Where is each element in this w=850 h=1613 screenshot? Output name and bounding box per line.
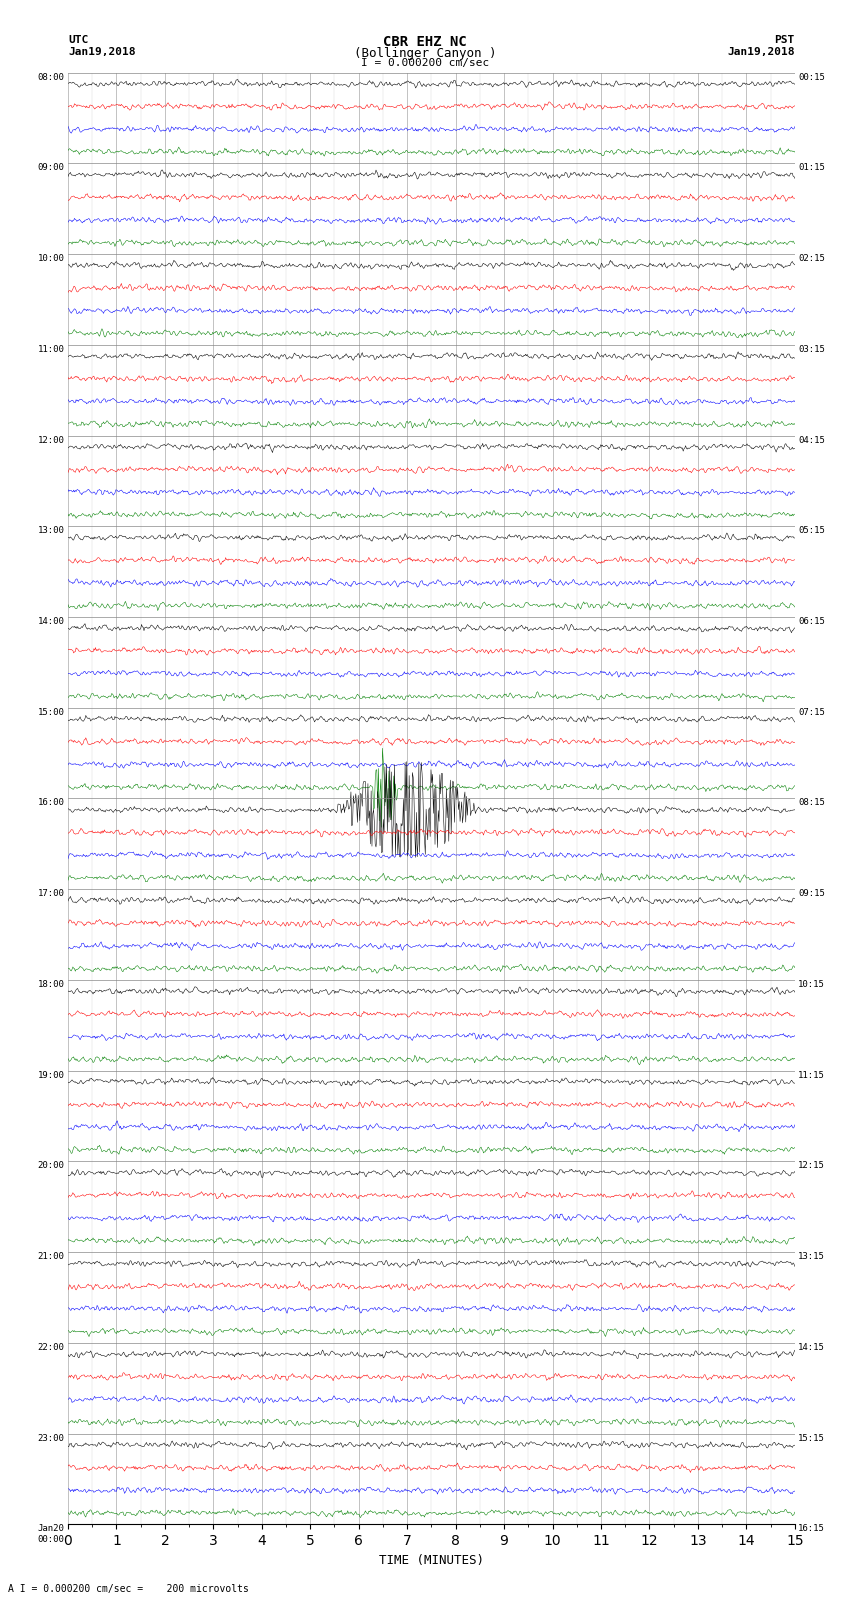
Text: 19:00: 19:00 <box>37 1071 65 1079</box>
Text: 10:15: 10:15 <box>798 981 825 989</box>
Text: 03:15: 03:15 <box>798 345 825 353</box>
Text: 12:00: 12:00 <box>37 436 65 445</box>
Text: 22:00: 22:00 <box>37 1342 65 1352</box>
Text: 21:00: 21:00 <box>37 1252 65 1261</box>
Text: 04:15: 04:15 <box>798 436 825 445</box>
Text: 13:15: 13:15 <box>798 1252 825 1261</box>
Text: 02:15: 02:15 <box>798 255 825 263</box>
Text: 09:15: 09:15 <box>798 889 825 898</box>
Text: 09:00: 09:00 <box>37 163 65 173</box>
Text: 20:00: 20:00 <box>37 1161 65 1171</box>
Text: A I = 0.000200 cm/sec =    200 microvolts: A I = 0.000200 cm/sec = 200 microvolts <box>8 1584 249 1594</box>
Text: 14:15: 14:15 <box>798 1342 825 1352</box>
Text: 05:15: 05:15 <box>798 526 825 536</box>
Text: CBR EHZ NC: CBR EHZ NC <box>383 35 467 50</box>
Text: 23:00: 23:00 <box>37 1434 65 1442</box>
Text: UTC: UTC <box>68 35 88 45</box>
Text: Jan19,2018: Jan19,2018 <box>68 47 135 56</box>
Text: 14:00: 14:00 <box>37 618 65 626</box>
Text: 18:00: 18:00 <box>37 981 65 989</box>
Text: PST: PST <box>774 35 795 45</box>
Text: 08:00: 08:00 <box>37 73 65 82</box>
Text: 01:15: 01:15 <box>798 163 825 173</box>
Text: 12:15: 12:15 <box>798 1161 825 1171</box>
Text: 16:00: 16:00 <box>37 798 65 808</box>
Text: 06:15: 06:15 <box>798 618 825 626</box>
Text: 10:00: 10:00 <box>37 255 65 263</box>
Text: 11:15: 11:15 <box>798 1071 825 1079</box>
Text: 11:00: 11:00 <box>37 345 65 353</box>
Text: 17:00: 17:00 <box>37 889 65 898</box>
X-axis label: TIME (MINUTES): TIME (MINUTES) <box>379 1553 484 1566</box>
Text: 08:15: 08:15 <box>798 798 825 808</box>
Text: Jan20
00:00: Jan20 00:00 <box>37 1524 65 1544</box>
Text: 07:15: 07:15 <box>798 708 825 716</box>
Text: 13:00: 13:00 <box>37 526 65 536</box>
Text: 15:15: 15:15 <box>798 1434 825 1442</box>
Text: 16:15: 16:15 <box>798 1524 825 1534</box>
Text: 00:15: 00:15 <box>798 73 825 82</box>
Text: 15:00: 15:00 <box>37 708 65 716</box>
Text: I = 0.000200 cm/sec: I = 0.000200 cm/sec <box>361 58 489 68</box>
Text: Jan19,2018: Jan19,2018 <box>728 47 795 56</box>
Text: (Bollinger Canyon ): (Bollinger Canyon ) <box>354 47 496 60</box>
